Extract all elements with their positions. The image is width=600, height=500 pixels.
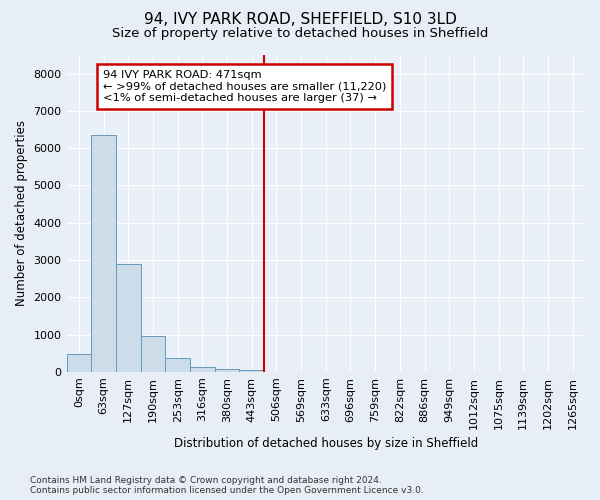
Text: Size of property relative to detached houses in Sheffield: Size of property relative to detached ho… [112,28,488,40]
Bar [67,354,91,372]
Text: Contains HM Land Registry data © Crown copyright and database right 2024.
Contai: Contains HM Land Registry data © Crown c… [30,476,424,495]
X-axis label: Distribution of detached houses by size in Sheffield: Distribution of detached houses by size … [173,437,478,450]
Bar [140,336,165,372]
Text: 94, IVY PARK ROAD, SHEFFIELD, S10 3LD: 94, IVY PARK ROAD, SHEFFIELD, S10 3LD [143,12,457,28]
Bar [239,370,264,372]
Y-axis label: Number of detached properties: Number of detached properties [15,120,28,306]
Text: 94 IVY PARK ROAD: 471sqm
← >99% of detached houses are smaller (11,220)
<1% of s: 94 IVY PARK ROAD: 471sqm ← >99% of detac… [103,70,386,103]
Bar [91,135,116,372]
Bar [215,369,239,372]
Bar [116,264,140,372]
Bar [165,358,190,372]
Bar [190,366,215,372]
